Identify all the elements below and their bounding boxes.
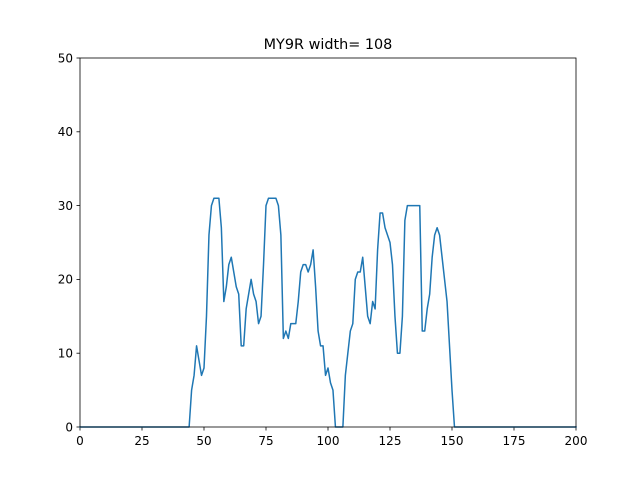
x-tick-label: 75 (258, 434, 273, 448)
x-tick-label: 25 (134, 434, 149, 448)
x-tick-label: 0 (76, 434, 84, 448)
y-tick-label: 0 (65, 420, 73, 434)
series-line (79, 197, 577, 428)
x-tick-label: 50 (196, 434, 211, 448)
plot-frame (79, 57, 577, 428)
chart-title: MY9R width= 108 (264, 37, 393, 53)
x-tick-label: 175 (503, 434, 526, 448)
x-tick-label: 100 (317, 434, 340, 448)
x-axis: 0 25 50 75 100 125 150 175 200 (76, 427, 587, 448)
x-tick-label: 150 (441, 434, 464, 448)
y-tick-label: 10 (58, 347, 73, 361)
x-tick-label: 200 (565, 434, 588, 448)
y-axis: 0 10 20 30 40 50 (58, 51, 80, 434)
y-tick-label: 20 (58, 273, 73, 287)
y-tick-label: 40 (58, 125, 73, 139)
y-tick-label: 30 (58, 199, 73, 213)
y-tick-label: 50 (58, 51, 73, 65)
x-tick-label: 125 (379, 434, 402, 448)
